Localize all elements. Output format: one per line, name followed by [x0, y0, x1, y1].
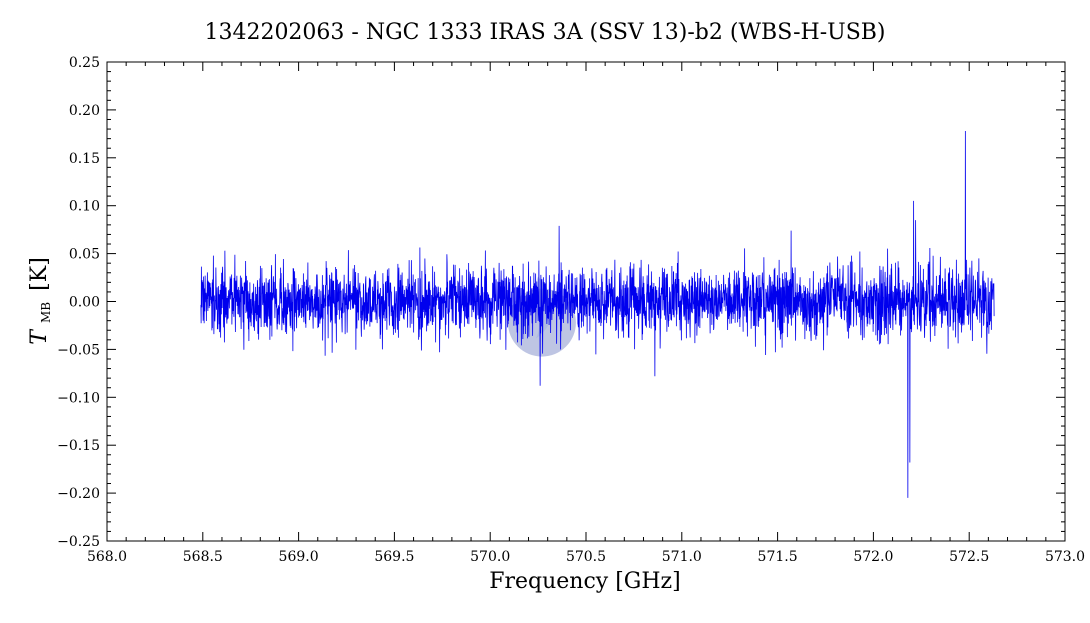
- y-tick-label: −0.10: [57, 390, 100, 406]
- x-tick-label: 571.0: [662, 549, 702, 565]
- y-tick-label: 0.10: [69, 199, 100, 215]
- x-tick-label: 568.5: [183, 549, 223, 565]
- chart-title: 1342202063 - NGC 1333 IRAS 3A (SSV 13)-b…: [204, 20, 885, 45]
- x-tick-label: 570.0: [470, 549, 510, 565]
- x-axis-label: Frequency [GHz]: [489, 569, 681, 594]
- spectrum-line-group: [200, 130, 995, 498]
- y-tick-labels: 0.25 0.20 0.15 0.10 0.05 0.00 −0.05 −0.10 −0.15 −…: [57, 55, 100, 550]
- y-tick-label: 0.05: [69, 247, 100, 263]
- y-tick-label: −0.15: [57, 438, 100, 454]
- x-tick-label: 572.0: [853, 549, 893, 565]
- x-tick-label: 573.0: [1045, 549, 1085, 565]
- y-tick-label: −0.20: [57, 486, 100, 502]
- y-axis-label: T MB [K]: [27, 257, 54, 345]
- y-axis-symbol: T: [27, 328, 52, 345]
- axis-ticks: [106, 61, 1066, 542]
- y-tick-label: −0.25: [57, 534, 100, 550]
- y-axis-unit: [K]: [27, 257, 52, 291]
- y-tick-label: 0.20: [69, 103, 100, 119]
- y-tick-label: 0.00: [69, 295, 100, 311]
- x-tick-labels: 568.0 568.5 569.0 569.5 570.0 570.5 571.0 571.5…: [87, 549, 1085, 565]
- y-axis-subscript: MB: [39, 302, 53, 323]
- y-tick-label: 0.25: [69, 55, 100, 71]
- x-tick-label: 570.5: [566, 549, 606, 565]
- x-tick-label: 569.0: [279, 549, 319, 565]
- x-tick-label: 568.0: [87, 549, 127, 565]
- spectrum-line: [200, 130, 995, 498]
- y-tick-label: −0.05: [57, 342, 100, 358]
- y-tick-label: 0.15: [69, 151, 100, 167]
- x-tick-label: 571.5: [758, 549, 798, 565]
- x-tick-label: 569.5: [374, 549, 414, 565]
- x-tick-label: 572.5: [949, 549, 989, 565]
